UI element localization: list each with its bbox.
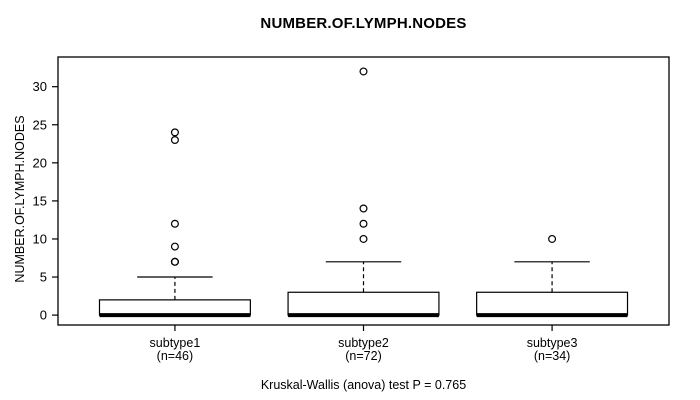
y-tick-label: 25 xyxy=(33,117,47,132)
box-iqr xyxy=(287,291,440,316)
box-iqr xyxy=(98,299,251,316)
outlier-point xyxy=(170,219,179,228)
outlier-point xyxy=(359,204,368,213)
outlier-point xyxy=(359,219,368,228)
y-tick-label: 0 xyxy=(40,308,47,323)
outlier-point xyxy=(359,234,368,243)
x-category-label: subtype3 xyxy=(527,336,578,350)
outlier-point xyxy=(548,234,557,243)
y-tick-label: 5 xyxy=(40,270,47,285)
y-tick-label: 10 xyxy=(33,231,47,246)
outlier-point xyxy=(170,242,179,251)
y-tick-label: 20 xyxy=(33,155,47,170)
outlier-point xyxy=(170,128,179,137)
box-iqr xyxy=(476,291,629,316)
outlier-point xyxy=(170,257,179,266)
y-tick-label: 30 xyxy=(33,79,47,94)
x-category-sublabel: (n=72) xyxy=(345,349,381,363)
x-category-label: subtype2 xyxy=(338,336,389,350)
x-category-label: subtype1 xyxy=(150,336,201,350)
stat-test-footnote: Kruskal-Wallis (anova) test P = 0.765 xyxy=(260,378,467,392)
x-category-sublabel: (n=34) xyxy=(534,349,570,363)
x-category-sublabel: (n=46) xyxy=(157,349,193,363)
y-tick-label: 15 xyxy=(33,193,47,208)
chart-title: NUMBER.OF.LYMPH.NODES xyxy=(260,15,467,32)
outlier-point xyxy=(359,67,368,76)
outlier-point xyxy=(170,135,179,144)
